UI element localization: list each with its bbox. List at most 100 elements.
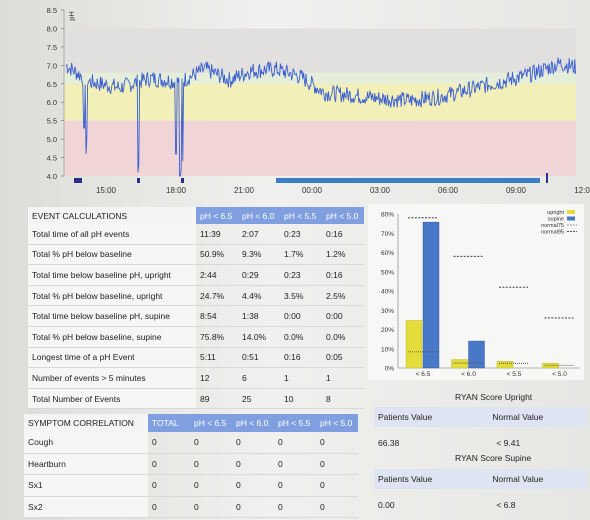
event-cell: 8:54 bbox=[196, 305, 238, 327]
event-col-header: pH < 6.5 bbox=[196, 207, 238, 224]
symptom-cell: 0 bbox=[232, 453, 274, 475]
ryan-supine-table: Patients Value Normal Value 0.00 < 6.8 bbox=[374, 469, 588, 515]
supine-period-bar bbox=[276, 178, 540, 183]
event-cell: 0.0% bbox=[322, 326, 364, 348]
event-row-label: Total time of all pH events bbox=[28, 224, 196, 245]
symptom-col-header: pH < 6.0 bbox=[232, 414, 274, 432]
symptom-cell: 0 bbox=[232, 496, 274, 518]
event-row-label: Number of events > 5 minutes bbox=[28, 367, 196, 389]
event-row: Total % pH below baseline, supine 75.8% 14… bbox=[28, 326, 364, 348]
bar-supine bbox=[468, 340, 485, 369]
event-col-header: pH < 5.0 bbox=[322, 207, 364, 224]
event-cell: 2.5% bbox=[322, 285, 364, 307]
ryan-supine-normal-value: < 6.8 bbox=[496, 500, 516, 510]
ryan-supine-header: Patients Value Normal Value bbox=[374, 469, 588, 489]
event-calculations-table: EVENT CALCULATIONS pH < 6.5 pH < 6.0 pH … bbox=[28, 207, 364, 410]
ph-event-marker bbox=[137, 178, 140, 183]
symptom-row-label: Sx2 bbox=[24, 496, 148, 518]
event-cell: 4.4% bbox=[238, 285, 280, 307]
event-cell: 2:07 bbox=[238, 224, 280, 245]
symptom-row: Cough 0 0 0 0 0 bbox=[24, 432, 358, 454]
ryan-upright-col2: Normal Value bbox=[468, 407, 588, 427]
ph-band-green bbox=[64, 72, 576, 84]
event-table-title: EVENT CALCULATIONS bbox=[28, 207, 196, 224]
bar-legend-swatch bbox=[567, 216, 575, 221]
ryan-supine-col1: Patients Value bbox=[374, 469, 469, 489]
event-cell: 10 bbox=[280, 388, 322, 410]
event-cell: 0:29 bbox=[238, 264, 280, 286]
symptom-cell: 0 bbox=[274, 496, 316, 518]
event-table-header: EVENT CALCULATIONS pH < 6.5 pH < 6.0 pH … bbox=[28, 207, 364, 224]
ph-trace-chart: 8.5 8.0 7.5 7.0 6.5 6.0 5.5 5.0 4.5 4.0 pH 15:00 18:… bbox=[47, 6, 590, 195]
bar-legend-label: normal95 bbox=[541, 230, 564, 236]
ph-event-marker bbox=[181, 178, 184, 183]
event-cell: 12 bbox=[196, 367, 238, 389]
ryan-upright-normal-value: < 9.41 bbox=[496, 438, 521, 448]
bar-y-tick-label: 30% bbox=[381, 308, 394, 315]
symptom-cell: 0 bbox=[190, 496, 232, 518]
ph-y-tick-label: 5.0 bbox=[47, 135, 57, 144]
symptom-cell: 0 bbox=[148, 496, 190, 518]
event-cell: 0.0% bbox=[280, 326, 322, 348]
symptom-col-header: pH < 5.0 bbox=[316, 414, 358, 432]
bar-x-tick-label: < 5.5 bbox=[507, 371, 522, 378]
ph-y-tick-label: 6.0 bbox=[47, 98, 57, 107]
event-row-label: Longest time of a pH Event bbox=[28, 347, 196, 369]
ph-y-tick-label: 7.5 bbox=[47, 43, 57, 52]
bar-y-tick-label: 80% bbox=[381, 212, 394, 219]
event-cell: 14.0% bbox=[238, 326, 280, 348]
percent-below-baseline-bar-chart: 0% 10% 20% 30% 40% 50% 60% 70% 80% < 6.5 < 6.0 < 5.… bbox=[368, 204, 584, 380]
ph-trace-line bbox=[65, 57, 577, 177]
symptom-cell: 0 bbox=[274, 432, 316, 454]
bar-upright bbox=[451, 359, 468, 369]
event-row: Total % pH below baseline, upright 24.7% 4… bbox=[28, 285, 364, 307]
ph-x-tick-label: 03:00 bbox=[370, 186, 391, 195]
symptom-col-header: TOTAL bbox=[148, 414, 190, 432]
bar-legend-label: supine bbox=[548, 217, 564, 223]
symptom-row-label: Cough bbox=[24, 432, 148, 454]
ryan-supine-patient-value: 0.00 bbox=[378, 500, 395, 510]
symptom-cell: 0 bbox=[148, 432, 190, 454]
event-row-label: Total Number of Events bbox=[28, 388, 196, 410]
bar-y-tick-label: 40% bbox=[381, 289, 394, 296]
symptom-cell: 0 bbox=[190, 474, 232, 497]
bar-upright bbox=[405, 320, 423, 369]
symptom-cell: 0 bbox=[232, 432, 274, 454]
bar-y-tick-label: 0% bbox=[385, 366, 395, 373]
bar-legend-label: normal75 bbox=[541, 223, 564, 229]
ryan-upright-table: Patients Value Normal Value 66.38 < 9.41 bbox=[374, 407, 588, 453]
ph-x-tick-label: 00:00 bbox=[302, 186, 323, 195]
ph-y-tick-label: 4.5 bbox=[47, 154, 57, 163]
ph-event-marker bbox=[546, 173, 548, 183]
symptom-cell: 0 bbox=[316, 474, 358, 497]
ph-y-tick-label: 6.5 bbox=[47, 80, 57, 89]
event-cell: 0:16 bbox=[322, 224, 364, 245]
event-row-label: Total % pH below baseline, upright bbox=[28, 285, 196, 307]
ph-x-tick-label: 21:00 bbox=[234, 186, 255, 195]
event-row: Total time of all pH events 11:39 2:07 0:23… bbox=[28, 224, 364, 245]
symptom-cell: 0 bbox=[190, 453, 232, 475]
event-cell: 1 bbox=[322, 367, 364, 389]
symptom-cell: 0 bbox=[316, 432, 358, 454]
symptom-cell: 0 bbox=[190, 432, 232, 454]
event-cell: 0:05 bbox=[322, 347, 364, 369]
bar-legend-swatch bbox=[567, 210, 575, 214]
ph-y-tick-label: 5.5 bbox=[47, 117, 57, 126]
ph-x-tick-label: 09:00 bbox=[506, 186, 527, 195]
symptom-row: Sx2 0 0 0 0 0 bbox=[24, 496, 358, 518]
bar-y-tick-label: 50% bbox=[381, 269, 394, 276]
bar-y-tick-label: 10% bbox=[381, 346, 394, 353]
bar-x-tick-label: < 6.0 bbox=[461, 371, 476, 378]
event-row: Total % pH below baseline 50.9% 9.3% 1.7% 1.… bbox=[28, 244, 364, 266]
event-cell: 6 bbox=[238, 367, 280, 389]
ph-x-tick-label: 18:00 bbox=[166, 186, 187, 195]
event-cell: 25 bbox=[238, 388, 280, 410]
ryan-supine-col2: Normal Value bbox=[468, 469, 588, 489]
ph-y-axis-label: pH bbox=[67, 11, 76, 21]
event-cell: 11:39 bbox=[196, 224, 238, 245]
ryan-upright-title: RYAN Score Upright bbox=[455, 392, 533, 402]
symptom-cell: 0 bbox=[316, 453, 358, 475]
ryan-upright-patient-value: 66.38 bbox=[378, 438, 400, 448]
symptom-row: Heartburn 0 0 0 0 0 bbox=[24, 453, 358, 475]
symptom-cell: 0 bbox=[148, 474, 190, 497]
